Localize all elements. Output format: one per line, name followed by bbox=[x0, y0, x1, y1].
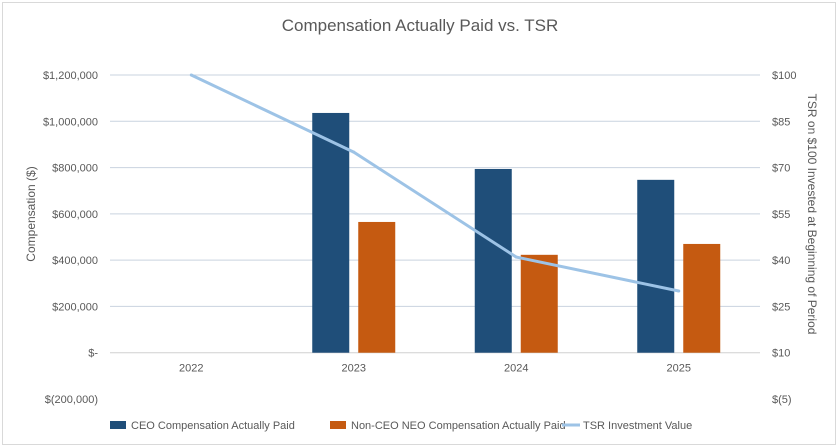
y2-tick-label: $70 bbox=[772, 163, 790, 175]
y2-axis-label: TSR on $100 Invested at Beginning of Per… bbox=[805, 94, 819, 335]
y2-tick-label: $55 bbox=[772, 209, 790, 221]
legend-label: Non-CEO NEO Compensation Actually Paid bbox=[351, 420, 566, 432]
ceo-bar-2024 bbox=[474, 168, 512, 353]
legend-label: TSR Investment Value bbox=[583, 420, 692, 432]
y-tick-label: $1,200,000 bbox=[43, 70, 98, 82]
tsr-point-2023 bbox=[352, 150, 356, 154]
x-tick-label: 2022 bbox=[179, 363, 203, 375]
ceo-bar-2025 bbox=[637, 179, 675, 353]
y2-tick-label: $85 bbox=[772, 116, 790, 128]
y-tick-label: $- bbox=[88, 348, 98, 360]
chart-title: Compensation Actually Paid vs. TSR bbox=[282, 16, 559, 35]
y-tick-label: $600,000 bbox=[52, 209, 98, 221]
y2-tick-label: $100 bbox=[772, 70, 796, 82]
legend-swatch bbox=[330, 421, 346, 429]
x-tick-label: 2023 bbox=[342, 363, 366, 375]
x-tick-label: 2024 bbox=[504, 363, 528, 375]
y2-tick-label: $10 bbox=[772, 348, 790, 360]
ceo-bar-2023 bbox=[312, 112, 350, 353]
y-tick-label: $800,000 bbox=[52, 163, 98, 175]
y-axis-label: Compensation ($) bbox=[24, 166, 38, 261]
legend-label: CEO Compensation Actually Paid bbox=[131, 420, 295, 432]
y-tick-label: $1,000,000 bbox=[43, 116, 98, 128]
y-tick-label: $200,000 bbox=[52, 301, 98, 313]
y2-tick-label: $40 bbox=[772, 255, 790, 267]
y2-tick-label: $25 bbox=[772, 301, 790, 313]
non-ceo-bar-2025 bbox=[683, 243, 721, 353]
legend-swatch bbox=[110, 421, 126, 429]
tsr-line bbox=[190, 73, 680, 293]
tsr-point-2022 bbox=[189, 73, 193, 77]
x-tick-label: 2025 bbox=[667, 363, 691, 375]
y-tick-label: $(200,000) bbox=[45, 394, 98, 406]
non-ceo-bar-2023 bbox=[358, 221, 396, 353]
y-tick-label: $400,000 bbox=[52, 255, 98, 267]
tsr-point-2025 bbox=[677, 289, 681, 293]
y2-tick-label: $(5) bbox=[772, 394, 792, 406]
tsr-point-2024 bbox=[514, 255, 518, 259]
non-ceo-bar-2024 bbox=[520, 254, 558, 353]
